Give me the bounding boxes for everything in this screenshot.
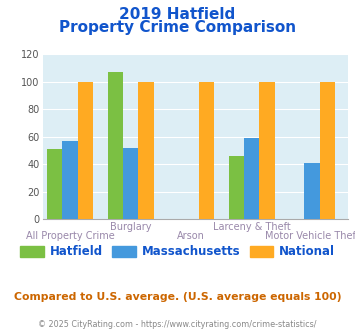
Text: Property Crime Comparison: Property Crime Comparison: [59, 20, 296, 35]
Text: All Property Crime: All Property Crime: [26, 231, 114, 241]
Bar: [305, 163, 320, 219]
Text: Motor Vehicle Theft: Motor Vehicle Theft: [265, 231, 355, 241]
Text: Burglary: Burglary: [110, 222, 151, 232]
Bar: [78, 82, 93, 219]
Text: Larceny & Theft: Larceny & Theft: [213, 222, 290, 232]
Bar: [62, 141, 78, 219]
Bar: [108, 72, 123, 219]
Bar: [47, 149, 62, 219]
Bar: [138, 82, 154, 219]
Bar: [123, 148, 138, 219]
Bar: [229, 156, 244, 219]
Bar: [320, 82, 335, 219]
Text: Compared to U.S. average. (U.S. average equals 100): Compared to U.S. average. (U.S. average …: [14, 292, 341, 302]
Legend: Hatfield, Massachusetts, National: Hatfield, Massachusetts, National: [15, 241, 340, 263]
Bar: [260, 82, 275, 219]
Text: © 2025 CityRating.com - https://www.cityrating.com/crime-statistics/: © 2025 CityRating.com - https://www.city…: [38, 320, 317, 329]
Text: Arson: Arson: [177, 231, 205, 241]
Bar: [244, 138, 260, 219]
Text: 2019 Hatfield: 2019 Hatfield: [119, 7, 236, 21]
Bar: [199, 82, 214, 219]
